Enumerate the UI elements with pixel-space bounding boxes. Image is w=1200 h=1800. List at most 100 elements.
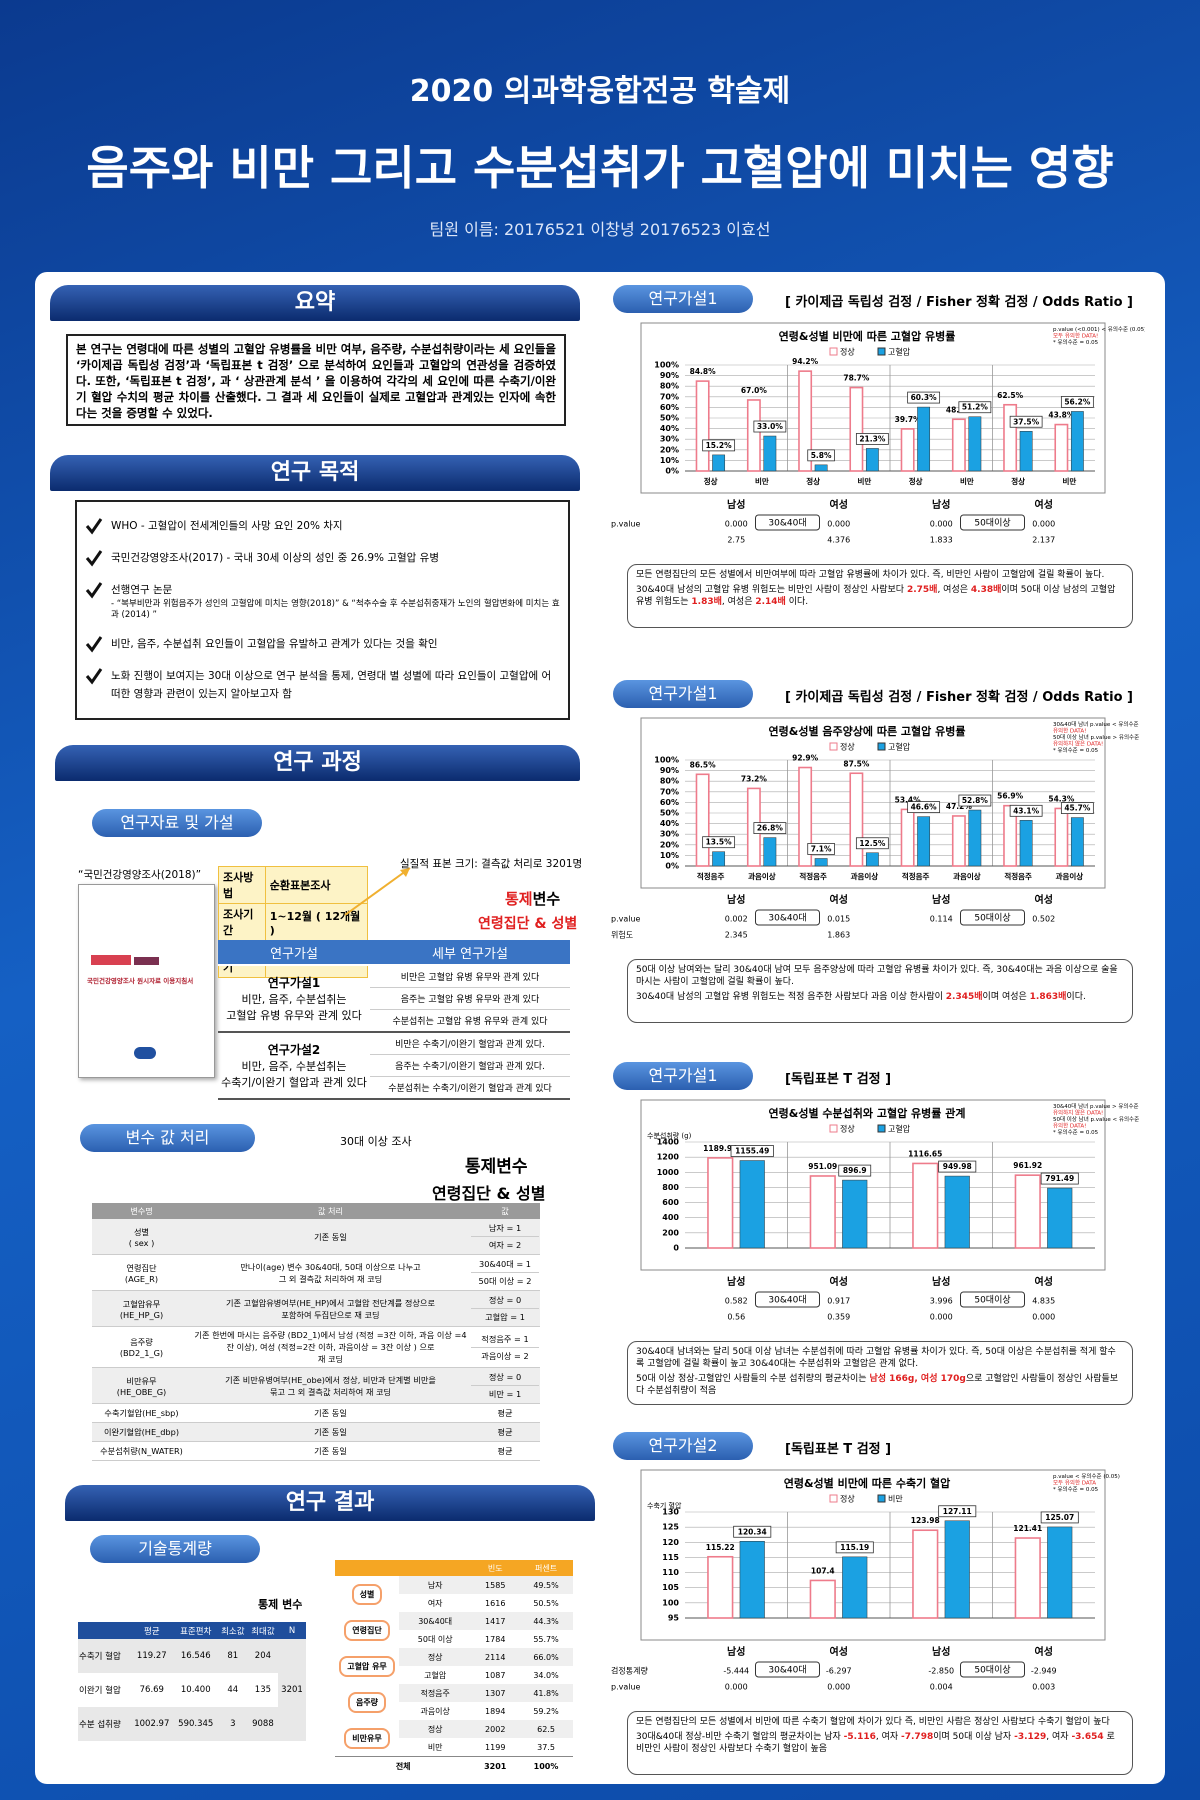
row-label: p.value: [611, 915, 641, 924]
value-label: 67.0%: [741, 386, 768, 395]
label-box: [958, 794, 992, 807]
check-icon: [85, 518, 103, 535]
variable-row: 이완기혈압(HE_dbp) 기존 동일 평균: [92, 1422, 540, 1442]
label-box: [1040, 1511, 1079, 1524]
variable-process: 기존 동일: [191, 1422, 470, 1442]
purpose-item: 선행연구 논문 - “복부비만과 위험음주가 성인의 고혈압에 미치는 영향(20…: [85, 581, 560, 621]
check-icon: [85, 582, 103, 599]
bar: [712, 851, 726, 867]
row-value: 0.000: [827, 1683, 850, 1692]
variable-row: 성별 ( sex ) 기존 동일 남자 = 1 여자 = 2: [92, 1219, 540, 1255]
row-value: 0.114: [930, 915, 953, 924]
frequency-cell: 41.8%: [533, 1688, 559, 1698]
legend-label: 정상: [840, 1124, 855, 1134]
text-run: 모든 연령집단의 모든 성별에서 비만여부에 따라 고혈압 유병률에 차이가 있…: [636, 570, 1105, 580]
header-cell: N: [277, 1622, 306, 1639]
x-tick-label: 비만: [755, 476, 769, 486]
text-run: 50대 이상 정상-고혈압인 사람들의 수분 섭취량의 평균차이는: [636, 1374, 870, 1384]
bar: [707, 1157, 734, 1249]
value-label: 78.7%: [843, 374, 870, 383]
variable-values: 평균: [470, 1441, 540, 1461]
y-tick-label: 20%: [660, 445, 679, 454]
descriptive-n: 3201: [281, 1685, 303, 1695]
label-box: [753, 420, 787, 433]
value-label: 94.2%: [792, 357, 819, 366]
members: 팀원 이름: 20176521 이창녕 20176523 이효선: [429, 220, 771, 239]
legend-label: 정상: [840, 742, 855, 752]
note-line: 30&40대 남녀 p.value > 유의수준: [1053, 1102, 1139, 1110]
legend-swatch: [877, 347, 886, 356]
variable-value: 정상 = 0: [488, 1372, 522, 1382]
text-run: 이며 50대 이상 남성의 고혈압 유병 위험도는: [636, 585, 1116, 607]
chart-note: p.value (<0.001) < 유의수준 (0.05) 모두 유의한 DAT…: [1053, 326, 1145, 346]
text-run: , 여성은: [937, 585, 971, 595]
purpose-text: 선행연구 논문: [111, 584, 173, 596]
label-box: [753, 822, 787, 834]
purpose-content: 선행연구 논문 - “복부비만과 위험음주가 성인의 고혈압에 미치는 영향(20…: [111, 581, 560, 621]
survey-cell: 조사방법: [218, 866, 266, 904]
text-run: 30&40대 남성의 고혈압 유병 위험도는 비만인 사람이 정상인 사람보다: [636, 585, 907, 595]
value-label: 54.3%: [1048, 794, 1075, 803]
variable-row: 연령집단 (AGE_R) 만나이(age) 변수 30&40대, 50대 이상으로…: [92, 1254, 540, 1291]
value-label: 60.3%: [911, 393, 938, 402]
variable-value: 비만 = 1: [471, 1385, 539, 1402]
frequency-cell: 남자: [427, 1580, 443, 1590]
x-tick-label: 적정음주: [697, 871, 725, 881]
bar: [849, 386, 864, 472]
label-box: [1060, 396, 1094, 408]
legend-swatch: [829, 742, 838, 751]
bar: [814, 464, 828, 472]
group-label: 여성: [1035, 1275, 1053, 1288]
bar: [900, 428, 915, 472]
y-tick-label: 110: [662, 1568, 679, 1577]
row-value: -2.850: [928, 1667, 954, 1676]
y-tick-label: 100%: [654, 361, 679, 370]
row-value: 0.000: [1032, 1313, 1055, 1322]
frequency-cell: 고혈압: [424, 1670, 447, 1680]
hypothesis-name: 연구가설2: [267, 1043, 321, 1057]
row-label: 검정통계량: [611, 1666, 648, 1676]
test-method: [독립표본 T 검정 ]: [785, 1072, 892, 1087]
test-method: [독립표본 T 검정 ]: [785, 1442, 892, 1457]
row-value: -6.297: [826, 1667, 852, 1676]
bar: [1019, 820, 1033, 867]
value-label: 45.7%: [1064, 804, 1091, 813]
value-label: 33.0%: [757, 422, 784, 431]
row-value: 4.376: [827, 536, 850, 545]
bar: [798, 766, 813, 867]
variable-values: 정상 = 0 비만 = 1: [470, 1367, 540, 1404]
legend-swatch: [877, 742, 886, 751]
y-tick-label: 130: [662, 1508, 679, 1517]
descriptive-cell: 9088: [252, 1719, 274, 1729]
row-value: 0.000: [930, 1313, 953, 1322]
highlight-run: -7.798: [901, 1732, 934, 1742]
variable-value: 과음이상 = 2: [471, 1346, 539, 1364]
value-label: 43.1%: [1013, 806, 1040, 815]
group-cell: 음주량: [335, 1684, 399, 1720]
value-label: 125.07: [1045, 1513, 1074, 1522]
check-mark: [85, 668, 103, 685]
frequency-cell: 49.5%: [533, 1580, 559, 1590]
section-heading: 연구 목적: [50, 455, 580, 491]
total-cell: 100%: [533, 1761, 559, 1771]
value-label: 86.5%: [690, 760, 717, 769]
y-tick-label: 70%: [660, 787, 679, 796]
frequency-cell: 적정음주: [420, 1688, 450, 1698]
descriptive-row: 이완기 혈압 76.69 10.400 44 135: [78, 1673, 306, 1707]
frequency-cell: 2114: [485, 1652, 506, 1662]
variable-value: 평균: [497, 1427, 513, 1437]
bar: [865, 852, 879, 867]
hypothesis-label: 연구가설1: [613, 680, 753, 708]
y-tick-label: 0: [673, 1244, 679, 1253]
value-label: 62.5%: [997, 391, 1024, 400]
descriptive-cell: 3: [230, 1719, 236, 1729]
y-tick-label: 125: [662, 1523, 679, 1532]
section-heading: 요약: [50, 285, 580, 321]
row-value: 1.833: [930, 536, 953, 545]
frequency-cell: 1307: [485, 1688, 506, 1698]
check-icon: [85, 668, 103, 685]
header-cell: 값 처리: [191, 1203, 470, 1219]
variable-table: 변수명 값 처리 값 성별 ( sex ) 기존 동일 남자 = 1 여자 = 2 연령집단 …: [92, 1203, 540, 1461]
text-run: 이다.: [785, 597, 809, 607]
age-group-label: 50대이상: [974, 1295, 1010, 1306]
